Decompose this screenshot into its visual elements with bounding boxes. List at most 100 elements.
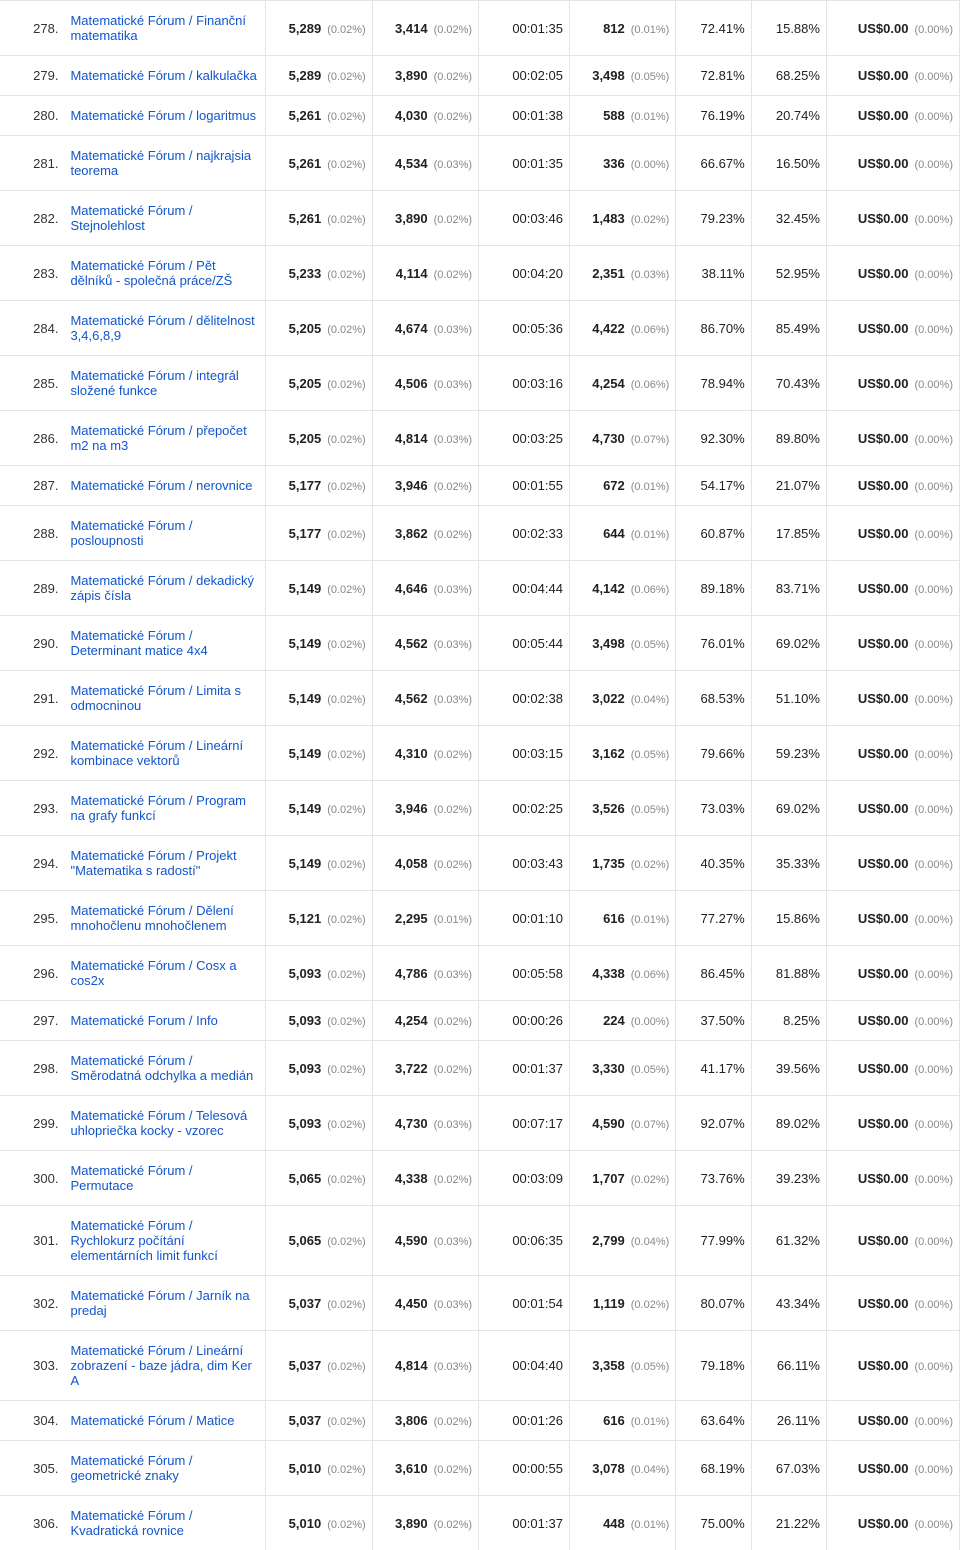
unique-pageviews-pct: (0.02%) — [428, 481, 473, 493]
page-value: US$0.00 — [858, 156, 909, 171]
row-title-cell: Matematické Fórum / Projekt "Matematika … — [66, 836, 265, 891]
page-value-cell: US$0.00(0.00%) — [826, 1151, 959, 1206]
row-checkbox-cell — [0, 946, 16, 1001]
avg-time-value: 00:03:09 — [512, 1171, 563, 1186]
entrances-value: 4,338 — [592, 966, 625, 981]
entrances-cell: 3,498(0.05%) — [569, 616, 675, 671]
page-title-link[interactable]: Matematické Fórum / Finanční matematika — [70, 13, 246, 43]
exit-pct-value: 39.56% — [776, 1061, 820, 1076]
page-title-link[interactable]: Matematické Fórum / kalkulačka — [70, 68, 256, 83]
avg-time-value: 00:01:10 — [512, 911, 563, 926]
bounce-rate-cell: 86.45% — [676, 946, 751, 1001]
bounce-rate-cell: 79.23% — [676, 191, 751, 246]
entrances-cell: 2,799(0.04%) — [569, 1206, 675, 1276]
page-title-link[interactable]: Matematické Fórum / Limita s odmocninou — [70, 683, 241, 713]
exit-pct-value: 43.34% — [776, 1296, 820, 1311]
page-value: US$0.00 — [858, 746, 909, 761]
entrances-value: 3,162 — [592, 746, 625, 761]
table-row: 292. Matematické Fórum / Lineární kombin… — [0, 726, 960, 781]
page-title-link[interactable]: Matematické Fórum / přepočet m2 na m3 — [70, 423, 246, 453]
unique-pageviews-pct: (0.03%) — [428, 584, 473, 596]
page-title-link[interactable]: Matematické Fórum / Stejnolehlost — [70, 203, 192, 233]
pageviews-value: 5,261 — [289, 211, 322, 226]
pageviews-value: 5,037 — [289, 1358, 322, 1373]
unique-pageviews-pct: (0.02%) — [428, 859, 473, 871]
row-index: 285. — [16, 356, 67, 411]
page-value-cell: US$0.00(0.00%) — [826, 1276, 959, 1331]
pageviews-pct: (0.02%) — [321, 481, 366, 493]
exit-pct-value: 85.49% — [776, 321, 820, 336]
pageviews-value: 5,177 — [289, 526, 322, 541]
exit-pct-cell: 68.25% — [751, 56, 826, 96]
page-title-link[interactable]: Matematické Fórum / Program na grafy fun… — [70, 793, 246, 823]
page-title-link[interactable]: Matematické Fórum / Lineární kombinace v… — [70, 738, 243, 768]
pageviews-cell: 5,010(0.02%) — [266, 1441, 372, 1496]
analytics-table: 278. Matematické Fórum / Finanční matema… — [0, 0, 960, 1550]
pageviews-cell: 5,261(0.02%) — [266, 191, 372, 246]
page-value: US$0.00 — [858, 1116, 909, 1131]
page-title-link[interactable]: Matematické Fórum / Jarník na predaj — [70, 1288, 249, 1318]
page-title-link[interactable]: Matematické Fórum / integrál složené fun… — [70, 368, 238, 398]
avg-time-cell: 00:03:16 — [479, 356, 570, 411]
entrances-cell: 1,707(0.02%) — [569, 1151, 675, 1206]
row-index: 306. — [16, 1496, 67, 1550]
bounce-rate-cell: 72.81% — [676, 56, 751, 96]
page-title-link[interactable]: Matematické Fórum / Cosx a cos2x — [70, 958, 236, 988]
unique-pageviews-pct: (0.03%) — [428, 434, 473, 446]
page-title-link[interactable]: Matematické Fórum / geometrické znaky — [70, 1453, 192, 1483]
unique-pageviews-pct: (0.02%) — [428, 1064, 473, 1076]
page-title-link[interactable]: Matematické Fórum / nerovnice — [70, 478, 252, 493]
exit-pct-cell: 61.32% — [751, 1206, 826, 1276]
row-index: 304. — [16, 1401, 67, 1441]
page-title-link[interactable]: Matematické Fórum / Pět dělníků - společ… — [70, 258, 232, 288]
page-title-link[interactable]: Matematické Fórum / Dělení mnohočlenu mn… — [70, 903, 233, 933]
page-title-link[interactable]: Matematické Fórum / Směrodatná odchylka … — [70, 1053, 253, 1083]
page-title-link[interactable]: Matematické Fórum / Lineární zobrazení -… — [70, 1343, 251, 1388]
exit-pct-cell: 39.23% — [751, 1151, 826, 1206]
page-title-link[interactable]: Matematické Fórum / dělitelnost 3,4,6,8,… — [70, 313, 254, 343]
pageviews-cell: 5,233(0.02%) — [266, 246, 372, 301]
unique-pageviews-cell: 4,058(0.02%) — [372, 836, 478, 891]
row-checkbox-cell — [0, 836, 16, 891]
unique-pageviews-pct: (0.03%) — [428, 1299, 473, 1311]
page-title-link[interactable]: Matematické Fórum / Telesová uhlopriečka… — [70, 1108, 247, 1138]
bounce-rate-value: 76.19% — [701, 108, 745, 123]
page-title-link[interactable]: Matematické Fórum / Projekt "Matematika … — [70, 848, 236, 878]
bounce-rate-cell: 37.50% — [676, 1001, 751, 1041]
page-value: US$0.00 — [858, 581, 909, 596]
page-title-link[interactable]: Matematické Fórum / najkrajsia teorema — [70, 148, 251, 178]
unique-pageviews-value: 4,310 — [395, 746, 428, 761]
page-title-link[interactable]: Matematické Fórum / dekadický zápis čísl… — [70, 573, 254, 603]
pageviews-value: 5,233 — [289, 266, 322, 281]
unique-pageviews-cell: 4,114(0.02%) — [372, 246, 478, 301]
pageviews-pct: (0.02%) — [321, 434, 366, 446]
page-title-link[interactable]: Matematické Fórum / logaritmus — [70, 108, 256, 123]
exit-pct-cell: 35.33% — [751, 836, 826, 891]
bounce-rate-cell: 41.17% — [676, 1041, 751, 1096]
page-title-link[interactable]: Matematické Fórum / Determinant matice 4… — [70, 628, 207, 658]
page-title-link[interactable]: Matematické Forum / Info — [70, 1013, 217, 1028]
row-index: 290. — [16, 616, 67, 671]
page-title-link[interactable]: Matematické Fórum / Permutace — [70, 1163, 192, 1193]
page-value-cell: US$0.00(0.00%) — [826, 891, 959, 946]
pageviews-value: 5,037 — [289, 1296, 322, 1311]
exit-pct-value: 35.33% — [776, 856, 820, 871]
page-title-link[interactable]: Matematické Fórum / Rychlokurz počítání … — [70, 1218, 217, 1263]
entrances-cell: 336(0.00%) — [569, 136, 675, 191]
row-checkbox-cell — [0, 1041, 16, 1096]
entrances-pct: (0.01%) — [625, 529, 670, 541]
pageviews-cell: 5,149(0.02%) — [266, 561, 372, 616]
pageviews-pct: (0.02%) — [321, 969, 366, 981]
page-title-link[interactable]: Matematické Fórum / Matice — [70, 1413, 234, 1428]
exit-pct-value: 69.02% — [776, 636, 820, 651]
pageviews-cell: 5,093(0.02%) — [266, 1001, 372, 1041]
page-title-link[interactable]: Matematické Fórum / posloupnosti — [70, 518, 192, 548]
bounce-rate-value: 89.18% — [701, 581, 745, 596]
page-title-link[interactable]: Matematické Fórum / Kvadratická rovnice — [70, 1508, 192, 1538]
exit-pct-value: 51.10% — [776, 691, 820, 706]
avg-time-cell: 00:01:26 — [479, 1401, 570, 1441]
page-value-pct: (0.00%) — [908, 111, 953, 123]
exit-pct-cell: 32.45% — [751, 191, 826, 246]
page-value-pct: (0.00%) — [908, 1064, 953, 1076]
page-value-pct: (0.00%) — [908, 1016, 953, 1028]
